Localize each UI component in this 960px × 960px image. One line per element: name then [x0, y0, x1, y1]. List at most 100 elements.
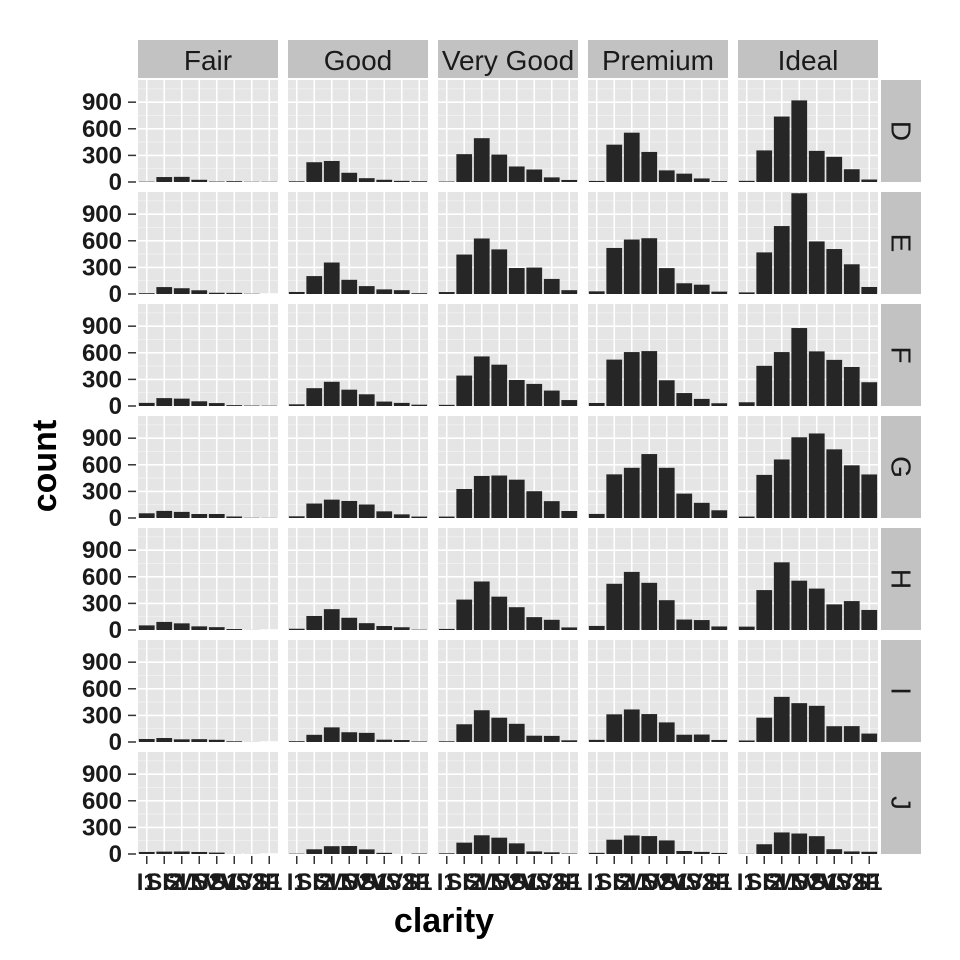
bar-if [861, 286, 878, 294]
y-tick-label: 600 [82, 340, 122, 367]
bar-si2 [756, 717, 773, 742]
y-tick-label: 300 [82, 366, 122, 393]
panel-g-fair [138, 416, 278, 519]
bar-if [561, 290, 578, 294]
bar-si1 [623, 709, 640, 742]
x-tick-label-vvs2: VVS2 [654, 869, 715, 896]
bar-si1 [323, 499, 340, 518]
bar-si1 [773, 459, 790, 518]
bar-vvs2 [826, 359, 843, 406]
bar-vvs2 [226, 516, 243, 518]
x-tick-label-vvs2: VVS2 [504, 869, 565, 896]
bar-si2 [306, 276, 323, 294]
bar-si1 [473, 710, 490, 742]
panel-background [138, 416, 278, 518]
bar-vs1 [208, 852, 225, 854]
bar-si1 [323, 381, 340, 406]
bar-vvs1 [843, 366, 860, 406]
bar-if [411, 404, 428, 406]
bar-vvs1 [393, 402, 410, 406]
x-tick-label-vs1: VS1 [794, 869, 839, 896]
facet-strip-label: E [886, 234, 917, 253]
bar-vvs2 [526, 491, 543, 518]
bar-si1 [473, 835, 490, 854]
bar-vs1 [658, 840, 675, 854]
facet-strip-label: I [886, 687, 917, 695]
bar-vs1 [658, 722, 675, 742]
panel-j-ideal [738, 752, 878, 855]
y-tick-label: 0 [109, 841, 122, 868]
bar-if [411, 181, 428, 182]
bar-vs1 [358, 286, 375, 294]
bar-si1 [623, 467, 640, 518]
bar-i1 [438, 741, 455, 742]
bar-vvs1 [543, 852, 560, 854]
facet-strip-row-f [881, 304, 921, 406]
bar-si1 [323, 846, 340, 854]
bar-vs2 [341, 500, 358, 518]
bar-vvs2 [376, 852, 393, 854]
bar-vs1 [808, 241, 825, 294]
bar-si2 [306, 849, 323, 854]
panel-background [288, 528, 428, 630]
x-tick-label-vs1: VS1 [194, 869, 239, 896]
bar-si2 [456, 375, 473, 406]
bar-vs2 [191, 179, 208, 182]
bar-si1 [473, 356, 490, 406]
bar-i1 [738, 626, 755, 630]
facet-strip-label: Good [324, 45, 393, 76]
bar-if [861, 609, 878, 630]
bar-i1 [588, 180, 605, 182]
bar-i1 [738, 180, 755, 182]
bar-vs1 [358, 732, 375, 742]
panel-d-very-good [438, 80, 578, 183]
panel-g-premium [588, 416, 728, 519]
y-tick-label: 300 [82, 142, 122, 169]
bar-vvs1 [543, 735, 560, 742]
bar-i1 [438, 853, 455, 854]
bar-vs2 [191, 514, 208, 518]
bar-vs1 [808, 150, 825, 182]
panel-e-good [288, 192, 428, 295]
bar-vs1 [508, 723, 525, 742]
y-tick-label: 300 [82, 478, 122, 505]
bar-vvs2 [676, 619, 693, 630]
bar-vs2 [641, 151, 658, 182]
bar-vvs2 [676, 173, 693, 182]
bar-i1 [738, 740, 755, 742]
bar-if [561, 740, 578, 742]
bar-vvs2 [526, 735, 543, 742]
bar-vs1 [208, 292, 225, 294]
bar-if [861, 382, 878, 406]
bar-vvs1 [843, 601, 860, 630]
panel-background [138, 752, 278, 854]
bar-i1 [288, 741, 305, 742]
bar-vs1 [508, 607, 525, 630]
panel-background [138, 640, 278, 742]
panel-h-very-good [438, 528, 578, 631]
bar-vs1 [508, 479, 525, 518]
bar-si1 [773, 226, 790, 294]
bar-vs1 [808, 836, 825, 854]
facet-strip-very-good [438, 40, 578, 78]
bar-vvs2 [676, 393, 693, 406]
panel-h-fair [138, 528, 278, 631]
bar-vs2 [491, 837, 508, 854]
bar-i1 [738, 402, 755, 406]
panel-background [138, 192, 278, 294]
y-tick-label: 900 [82, 313, 122, 340]
x-tick-label-if: IF [709, 869, 730, 896]
bar-vs2 [341, 617, 358, 630]
panel-d-fair [138, 80, 278, 183]
x-tick-label-si1: SI1 [614, 869, 650, 896]
bar-i1 [138, 738, 155, 742]
bar-si2 [756, 590, 773, 630]
bar-if [711, 181, 728, 182]
panel-i-premium [588, 640, 728, 743]
y-tick-label: 900 [82, 201, 122, 228]
x-tick-label-vs2: VS2 [177, 869, 222, 896]
bar-si2 [756, 365, 773, 406]
x-tick-label-if: IF [259, 869, 280, 896]
bar-si2 [606, 714, 623, 742]
